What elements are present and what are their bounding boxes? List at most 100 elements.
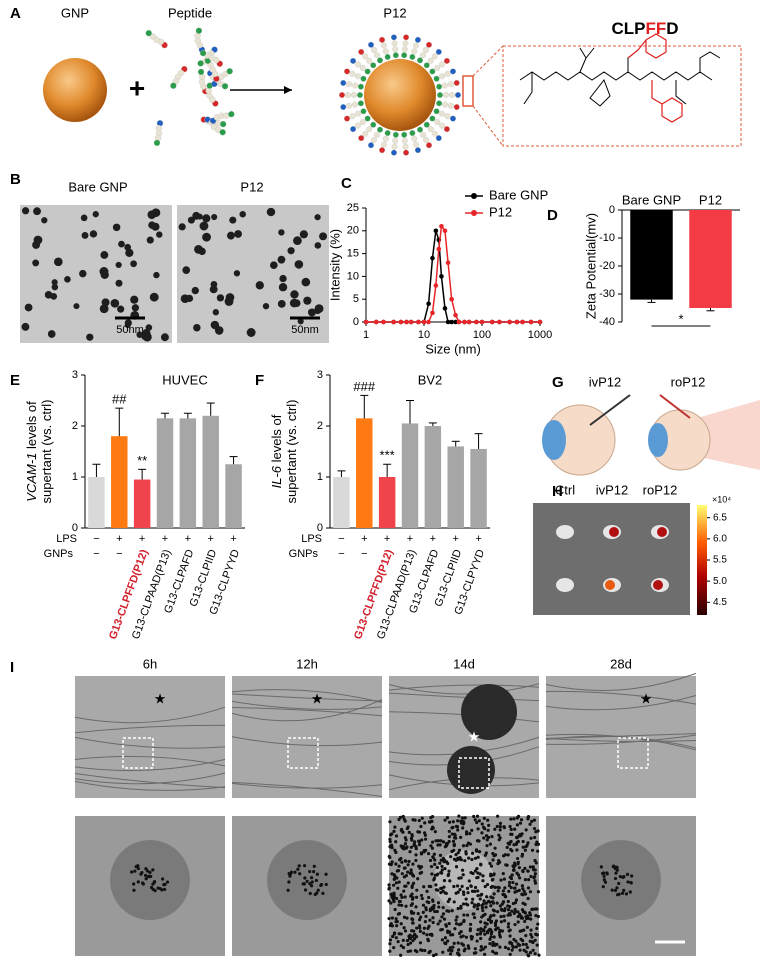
gold-particle	[499, 878, 503, 882]
gold-particle	[513, 922, 517, 927]
gold-particle	[483, 932, 487, 936]
residue	[439, 122, 446, 129]
gold-particle	[143, 873, 148, 878]
bar	[689, 210, 732, 308]
gold-particle	[465, 886, 470, 890]
gold-particle	[417, 843, 422, 847]
gold-particle	[527, 877, 531, 882]
time-label: 14d	[453, 656, 475, 671]
gold-particle	[535, 907, 539, 911]
gold-particle	[409, 868, 413, 872]
point	[439, 223, 444, 229]
gold-particle	[506, 925, 510, 929]
gold-particle	[525, 914, 530, 918]
residue	[433, 75, 440, 82]
gold-particle	[428, 858, 433, 863]
y-tick-label: 5	[353, 293, 359, 305]
gold-particle	[613, 876, 618, 881]
gold-particle	[610, 888, 614, 892]
residue	[339, 92, 345, 98]
gold-particle	[515, 823, 520, 827]
gold-particle	[523, 877, 527, 882]
gold-particle	[442, 917, 447, 921]
gold-particle	[536, 829, 540, 833]
gnps-label: GNPs	[44, 548, 74, 560]
gold-particle	[417, 840, 422, 844]
gold-particle	[476, 907, 480, 911]
gold-particle	[414, 853, 418, 857]
gold-particle	[479, 948, 483, 952]
gold-particle	[434, 952, 438, 957]
gold-particle	[408, 936, 413, 940]
gold-particle	[144, 877, 148, 881]
gold-particle	[433, 830, 437, 834]
membrane	[231, 707, 383, 717]
residue	[443, 57, 450, 64]
gold-particle	[400, 827, 404, 832]
gold-particle	[133, 869, 137, 873]
point	[466, 319, 472, 325]
significance: ##	[112, 392, 127, 407]
gold-particle	[523, 848, 527, 852]
y-label-gene: IL-6	[269, 465, 284, 488]
gold-particle	[523, 911, 527, 915]
particle	[303, 296, 312, 305]
gold-particle	[439, 891, 443, 895]
gold-particle	[467, 946, 471, 950]
residue	[439, 61, 446, 68]
gold-particle	[425, 889, 429, 893]
y-tick-label: 2	[72, 420, 78, 432]
gold-particle	[473, 885, 478, 890]
gold-particle	[505, 845, 509, 849]
residue	[390, 149, 397, 156]
gold-particle	[435, 865, 439, 870]
particle	[307, 308, 314, 316]
gold-particle	[526, 953, 530, 957]
gold-particle	[423, 948, 427, 953]
gold-particle	[405, 916, 409, 920]
residue	[153, 139, 161, 147]
gold-particle	[436, 839, 440, 843]
lps-value: +	[475, 533, 481, 545]
cornea	[648, 423, 668, 457]
gold-particle	[536, 914, 540, 919]
gold-particle	[471, 871, 475, 876]
point	[433, 283, 439, 288]
gold-particle	[440, 938, 444, 942]
residue	[437, 92, 443, 98]
gold-particle	[441, 856, 445, 861]
particle	[110, 298, 120, 308]
panel-label: G	[552, 374, 564, 391]
gold-particle	[463, 859, 467, 863]
particle	[314, 304, 324, 314]
gold-particle	[531, 868, 536, 872]
side-chain	[675, 80, 687, 105]
gold-particle	[440, 864, 444, 868]
gold-particle	[492, 872, 496, 876]
gold-particle	[431, 920, 435, 925]
gold-particle	[452, 900, 456, 904]
gold-particle	[478, 897, 482, 901]
lysosome	[447, 746, 495, 794]
y-label-part: levels of	[24, 401, 39, 453]
particle	[290, 290, 299, 299]
gold-particle	[324, 872, 328, 876]
y-tick-label: 1	[317, 471, 323, 483]
gold-particle	[602, 878, 606, 882]
gold-particle	[392, 946, 396, 950]
gold-particle	[519, 818, 524, 822]
gold-particle	[473, 818, 477, 822]
gold-particle	[396, 912, 400, 916]
membrane	[74, 755, 226, 767]
gold-particle	[477, 903, 481, 907]
membrane	[74, 780, 226, 791]
spots	[556, 525, 669, 592]
gold-particle	[475, 820, 479, 825]
gold-particle	[629, 881, 633, 885]
gold-particle	[463, 947, 467, 951]
gold-particle	[514, 882, 519, 886]
gold-particle	[483, 921, 487, 925]
gold-particle	[308, 882, 312, 886]
gold-particle	[483, 853, 487, 857]
gold-particle	[513, 827, 517, 831]
